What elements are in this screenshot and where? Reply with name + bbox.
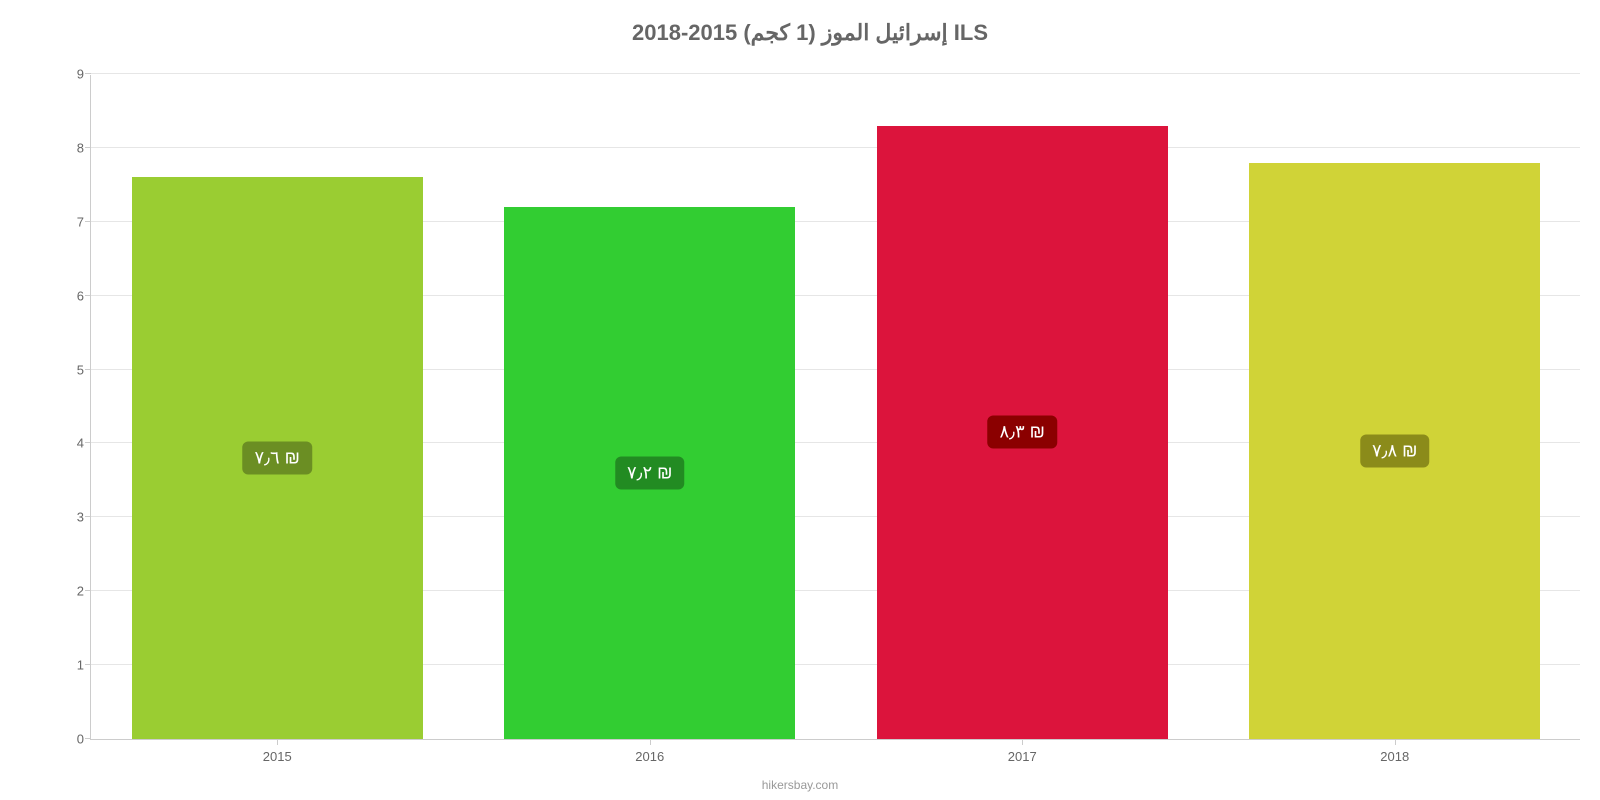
x-axis-label: 2016 bbox=[635, 749, 664, 764]
y-tick bbox=[85, 221, 91, 222]
y-tick bbox=[85, 516, 91, 517]
x-tick bbox=[1395, 739, 1396, 745]
chart-container: إسرائيل الموز (1 كجم) 2015-2018 ILS 0 1 2 3… bbox=[50, 20, 1570, 780]
plot-area: 01234567892015₪ ٧٫٦2016₪ ٧٫٢2017₪ ٨٫٣201… bbox=[90, 75, 1580, 740]
y-tick bbox=[85, 147, 91, 148]
y-axis-label: 6 bbox=[56, 288, 84, 303]
bar: ₪ ٧٫٨ bbox=[1249, 163, 1540, 739]
x-axis-label: 2017 bbox=[1008, 749, 1037, 764]
gridline bbox=[91, 147, 1580, 148]
y-axis-label: 0 bbox=[56, 732, 84, 747]
chart-title: إسرائيل الموز (1 كجم) 2015-2018 ILS bbox=[50, 20, 1570, 46]
y-tick bbox=[85, 590, 91, 591]
x-tick bbox=[1022, 739, 1023, 745]
y-axis-label: 5 bbox=[56, 362, 84, 377]
y-tick bbox=[85, 664, 91, 665]
x-tick bbox=[277, 739, 278, 745]
x-axis-label: 2015 bbox=[263, 749, 292, 764]
bar-value-label: ₪ ٧٫٨ bbox=[1360, 434, 1429, 467]
bar: ₪ ٧٫٦ bbox=[132, 177, 423, 739]
gridline bbox=[91, 73, 1580, 74]
bar: ₪ ٧٫٢ bbox=[504, 207, 795, 739]
y-tick bbox=[85, 442, 91, 443]
bar-value-label: ₪ ٨٫٣ bbox=[987, 416, 1056, 449]
y-axis-label: 1 bbox=[56, 658, 84, 673]
y-tick bbox=[85, 73, 91, 74]
y-tick bbox=[85, 369, 91, 370]
x-tick bbox=[650, 739, 651, 745]
y-axis-label: 3 bbox=[56, 510, 84, 525]
bar-value-label: ₪ ٧٫٢ bbox=[615, 457, 684, 490]
chart-footer: hikersbay.com bbox=[762, 778, 838, 792]
y-axis-label: 2 bbox=[56, 584, 84, 599]
y-tick bbox=[85, 738, 91, 739]
y-tick bbox=[85, 295, 91, 296]
y-axis-label: 8 bbox=[56, 140, 84, 155]
x-axis-label: 2018 bbox=[1380, 749, 1409, 764]
bar: ₪ ٨٫٣ bbox=[877, 126, 1168, 739]
y-axis-label: 4 bbox=[56, 436, 84, 451]
y-axis-label: 7 bbox=[56, 214, 84, 229]
bar-value-label: ₪ ٧٫٦ bbox=[242, 442, 311, 475]
y-axis-label: 9 bbox=[56, 67, 84, 82]
